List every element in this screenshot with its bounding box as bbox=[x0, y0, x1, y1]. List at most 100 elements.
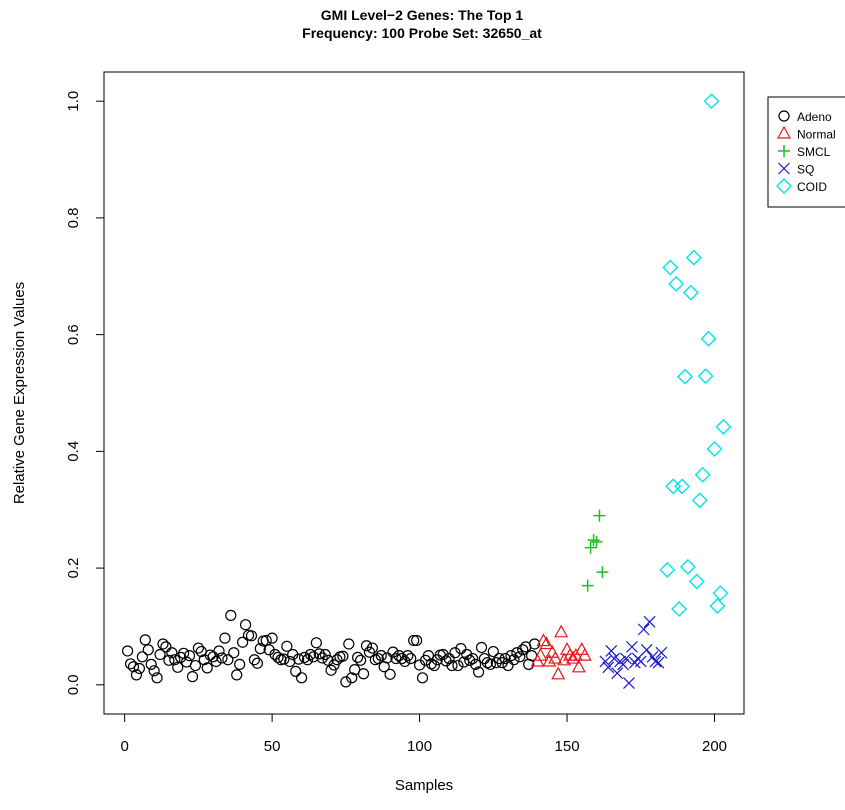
data-point-coid bbox=[668, 275, 685, 292]
data-point-adeno bbox=[352, 651, 364, 663]
data-point-adeno bbox=[354, 654, 367, 666]
data-point-normal bbox=[551, 666, 566, 680]
data-point-adeno bbox=[210, 655, 222, 668]
data-point-normal bbox=[536, 633, 551, 647]
data-point-adeno bbox=[387, 646, 399, 658]
data-point-adeno bbox=[325, 664, 337, 676]
x-tick-label: 100 bbox=[407, 738, 432, 755]
series-sq bbox=[599, 615, 668, 689]
data-point-adeno bbox=[213, 645, 225, 657]
data-point-sq bbox=[602, 661, 615, 674]
data-point-adeno bbox=[416, 672, 429, 684]
data-point-coid bbox=[674, 478, 691, 495]
data-point-smcl bbox=[587, 534, 600, 547]
data-point-smcl bbox=[590, 535, 603, 548]
y-tick-label: 0.0 bbox=[65, 674, 82, 695]
data-point-adeno bbox=[425, 658, 437, 670]
data-point-coid bbox=[677, 368, 694, 385]
series-coid bbox=[659, 93, 732, 617]
legend-label: SMCL bbox=[797, 145, 831, 159]
data-point-adeno bbox=[428, 659, 440, 672]
data-point-adeno bbox=[360, 640, 373, 652]
data-point-adeno bbox=[216, 652, 228, 664]
data-point-adeno bbox=[343, 638, 355, 650]
data-point-sq bbox=[649, 655, 662, 668]
data-point-adeno bbox=[475, 641, 488, 654]
data-point-adeno bbox=[508, 654, 520, 666]
data-point-adeno bbox=[411, 634, 423, 647]
data-point-adeno bbox=[186, 671, 199, 683]
data-point-adeno bbox=[405, 652, 417, 665]
data-point-adeno bbox=[148, 665, 160, 677]
data-point-adeno bbox=[139, 634, 151, 646]
legend-marker-smcl bbox=[778, 145, 790, 157]
data-point-coid bbox=[706, 441, 723, 458]
data-point-adeno bbox=[446, 659, 458, 672]
data-point-adeno bbox=[464, 654, 476, 666]
chart-title-line-2: Frequency: 100 Probe Set: 32650_at bbox=[302, 25, 542, 41]
data-point-coid bbox=[679, 558, 696, 575]
data-point-adeno bbox=[381, 652, 393, 664]
data-point-coid bbox=[691, 492, 708, 509]
data-point-adeno bbox=[166, 647, 178, 659]
data-point-sq bbox=[620, 652, 632, 665]
data-point-adeno bbox=[145, 658, 157, 670]
data-point-adeno bbox=[375, 650, 387, 662]
data-point-adeno bbox=[251, 657, 263, 669]
data-point-coid bbox=[671, 600, 688, 617]
data-point-adeno bbox=[340, 676, 352, 688]
data-point-adeno bbox=[124, 658, 137, 670]
data-point-adeno bbox=[384, 668, 396, 680]
data-point-adeno bbox=[248, 654, 261, 666]
x-tick-label: 0 bbox=[120, 738, 128, 755]
data-point-adeno bbox=[307, 651, 320, 663]
data-point-sq bbox=[652, 656, 665, 669]
data-point-adeno bbox=[245, 630, 258, 642]
data-point-adeno bbox=[399, 655, 411, 668]
data-point-adeno bbox=[281, 640, 293, 652]
data-point-coid bbox=[712, 585, 729, 602]
legend-item-normal: Normal bbox=[776, 125, 836, 142]
x-tick-label: 200 bbox=[702, 738, 727, 755]
data-point-coid bbox=[662, 259, 679, 276]
legend-marker-sq bbox=[778, 162, 790, 175]
y-axis: 0.0 0.2 0.4 0.6 0.8 1.0 bbox=[65, 91, 105, 695]
plot-area-frame bbox=[103, 71, 745, 715]
legend-label: Adeno bbox=[797, 110, 832, 124]
data-point-sq bbox=[640, 643, 653, 656]
data-point-sq bbox=[617, 658, 630, 671]
data-point-adeno bbox=[528, 638, 541, 650]
data-point-sq bbox=[637, 623, 650, 636]
data-point-normal bbox=[557, 652, 572, 666]
data-point-coid bbox=[703, 93, 720, 110]
data-point-adeno bbox=[443, 652, 455, 665]
data-point-normal bbox=[554, 624, 569, 638]
data-point-adeno bbox=[222, 654, 234, 666]
data-point-coid bbox=[694, 466, 711, 483]
data-point-coid bbox=[697, 368, 714, 385]
legend-item-coid: COID bbox=[776, 178, 827, 194]
x-tick-label: 150 bbox=[555, 738, 580, 755]
data-point-adeno bbox=[254, 643, 266, 655]
y-tick-label: 0.6 bbox=[65, 324, 82, 345]
x-axis-label: Samples bbox=[395, 777, 453, 794]
data-point-adeno bbox=[449, 647, 461, 659]
y-tick-label: 1.0 bbox=[65, 91, 82, 112]
data-point-adeno bbox=[517, 644, 529, 656]
data-point-coid bbox=[659, 561, 676, 578]
data-point-adeno bbox=[231, 669, 243, 681]
data-point-adeno bbox=[239, 619, 252, 631]
data-point-adeno bbox=[396, 652, 408, 665]
legend-item-smcl: SMCL bbox=[778, 145, 831, 159]
data-point-normal bbox=[539, 636, 554, 650]
data-point-adeno bbox=[204, 649, 216, 661]
data-point-adeno bbox=[266, 632, 278, 644]
data-point-adeno bbox=[154, 648, 166, 661]
data-point-adeno bbox=[290, 665, 302, 677]
data-point-adeno bbox=[293, 653, 305, 665]
data-point-sq bbox=[605, 645, 618, 657]
data-point-adeno bbox=[316, 652, 328, 664]
data-point-adeno bbox=[328, 659, 340, 671]
data-point-normal bbox=[565, 650, 580, 664]
